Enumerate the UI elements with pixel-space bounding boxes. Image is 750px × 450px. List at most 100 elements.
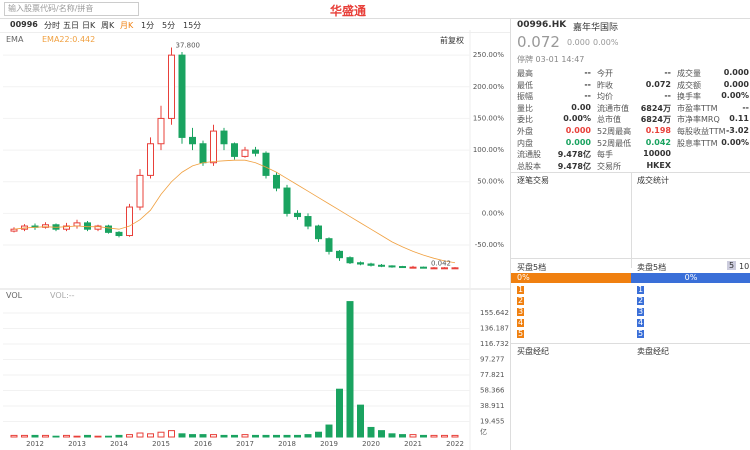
stat-label: 振幅 xyxy=(517,92,533,102)
stat-label: 流通市值 xyxy=(597,103,629,113)
stat-label: 交易所 xyxy=(597,161,621,171)
volume-bar xyxy=(430,434,438,438)
volume-bar xyxy=(441,434,448,438)
bid-level: 5 xyxy=(517,329,524,338)
y-tick-label: 150.00% xyxy=(473,114,504,122)
candle-body xyxy=(147,143,154,176)
period-tab[interactable]: 周K xyxy=(101,21,115,30)
stat-value: 9.478亿 xyxy=(557,150,591,160)
stat-label: 流通股 xyxy=(517,150,541,160)
sep xyxy=(511,258,750,259)
period-tab[interactable]: 日K xyxy=(82,21,96,30)
bid-level: 2 xyxy=(517,296,524,305)
x-tick-label: 2022 xyxy=(446,440,464,448)
ask-title: 卖盘5档 xyxy=(637,263,667,272)
bid-level: 4 xyxy=(517,318,524,327)
volume-bar xyxy=(126,434,133,438)
candle-body xyxy=(273,174,280,189)
stat-value: -- xyxy=(664,68,671,77)
period-tab[interactable]: 1分 xyxy=(141,21,155,30)
stat-label: 总股本 xyxy=(517,161,541,171)
stat-value: -- xyxy=(584,79,591,89)
candle-body xyxy=(73,222,81,227)
stat-value: 0.198 xyxy=(645,126,671,135)
logo: 华盛通 xyxy=(330,4,367,18)
volume-bar xyxy=(304,434,312,438)
stat-label: 总市值 xyxy=(597,115,621,125)
y-tick-label: 19.455 xyxy=(480,418,505,426)
candle-body xyxy=(199,143,207,164)
y-tick-label: 200.00% xyxy=(473,83,504,91)
period-tab[interactable]: 五日 xyxy=(63,21,79,30)
volume-bar xyxy=(252,434,259,438)
stat-label: 市盈率TTM xyxy=(677,103,718,113)
depth-5[interactable]: 5 xyxy=(727,261,737,270)
stat-value: 6824万 xyxy=(640,103,671,113)
stat-label: 市净率MRQ xyxy=(677,115,720,125)
volume-bar xyxy=(220,434,228,438)
stat-value: -- xyxy=(584,91,591,101)
period-tab[interactable]: 月K xyxy=(120,21,134,30)
volume-bar xyxy=(84,434,91,438)
ask-level: 1 xyxy=(637,285,644,294)
y-tick-label: -50.00% xyxy=(475,241,505,249)
y-tick-label: 97.277 xyxy=(480,356,505,364)
stat-label: 昨收 xyxy=(597,80,613,90)
search-box[interactable]: 输入股票代码/名称/拼音 xyxy=(4,2,139,16)
stat-value: 0.00% xyxy=(721,137,749,147)
price: 0.072 xyxy=(517,33,560,51)
x-tick-label: 2014 xyxy=(110,440,128,448)
candle-body xyxy=(304,216,312,227)
candle-body xyxy=(220,130,228,145)
stat-value: 0.000 xyxy=(723,68,749,77)
period-tab[interactable]: 分时 xyxy=(44,21,60,30)
period-tab[interactable]: 15分 xyxy=(183,21,202,30)
volume-bar xyxy=(273,434,280,438)
x-tick-label: 2012 xyxy=(26,440,44,448)
volume-bar xyxy=(325,424,333,438)
ask-level: 5 xyxy=(637,329,644,338)
period-bar: 00996 分时 五日 日K 周K 月K 1分 5分 15分 xyxy=(0,18,510,33)
volume-bar xyxy=(346,301,354,438)
candle-body xyxy=(441,267,448,270)
volume-bar xyxy=(357,404,364,438)
adjust[interactable]: 前复权 xyxy=(440,36,464,45)
volume-bar xyxy=(42,434,49,438)
depth-10[interactable]: 10 xyxy=(739,262,750,271)
candle-body xyxy=(84,222,91,230)
stat-value: 0.042 xyxy=(645,137,671,147)
candle-body xyxy=(252,149,259,154)
quote-panel: 00996.HK 嘉年华国际 0.072 0.000 0.00% 停牌 03-0… xyxy=(510,18,750,450)
ask-bar: 0% xyxy=(631,273,750,283)
stat-value: 0.000 xyxy=(723,79,749,89)
min-label: 0.042 xyxy=(431,259,451,267)
y-tick-label: 136.187 xyxy=(480,325,509,333)
candle-body xyxy=(451,267,459,270)
candle-body xyxy=(378,264,385,267)
y-tick-label: 77.821 xyxy=(480,371,505,379)
volume-bar xyxy=(73,435,81,438)
candle-body xyxy=(63,225,70,230)
bid-level: 3 xyxy=(517,307,524,316)
ema-legend: EMA22:0.442 xyxy=(42,35,96,44)
period-tab[interactable]: 5分 xyxy=(162,21,176,30)
volume-bar xyxy=(115,434,123,438)
stat-value: 0.11 xyxy=(729,114,749,124)
candle-body xyxy=(315,225,322,240)
candle-body xyxy=(105,225,112,233)
stat-value: 0.000 xyxy=(565,126,591,135)
stat-value: HKEX xyxy=(646,160,671,170)
quote-code: 00996.HK xyxy=(517,20,567,30)
bid-title: 买盘5档 xyxy=(517,263,547,272)
volume-bar xyxy=(210,434,217,438)
x-tick-label: 2021 xyxy=(404,440,422,448)
volume-bar xyxy=(315,431,322,438)
candle-body xyxy=(399,266,406,269)
x-tick-label: 2013 xyxy=(68,440,86,448)
stat-label: 最低 xyxy=(517,80,533,90)
vol-title: VOL xyxy=(6,291,23,300)
volume-bar xyxy=(388,433,396,438)
y-tick-label: 0.00% xyxy=(482,209,505,217)
candle-body xyxy=(294,212,301,218)
